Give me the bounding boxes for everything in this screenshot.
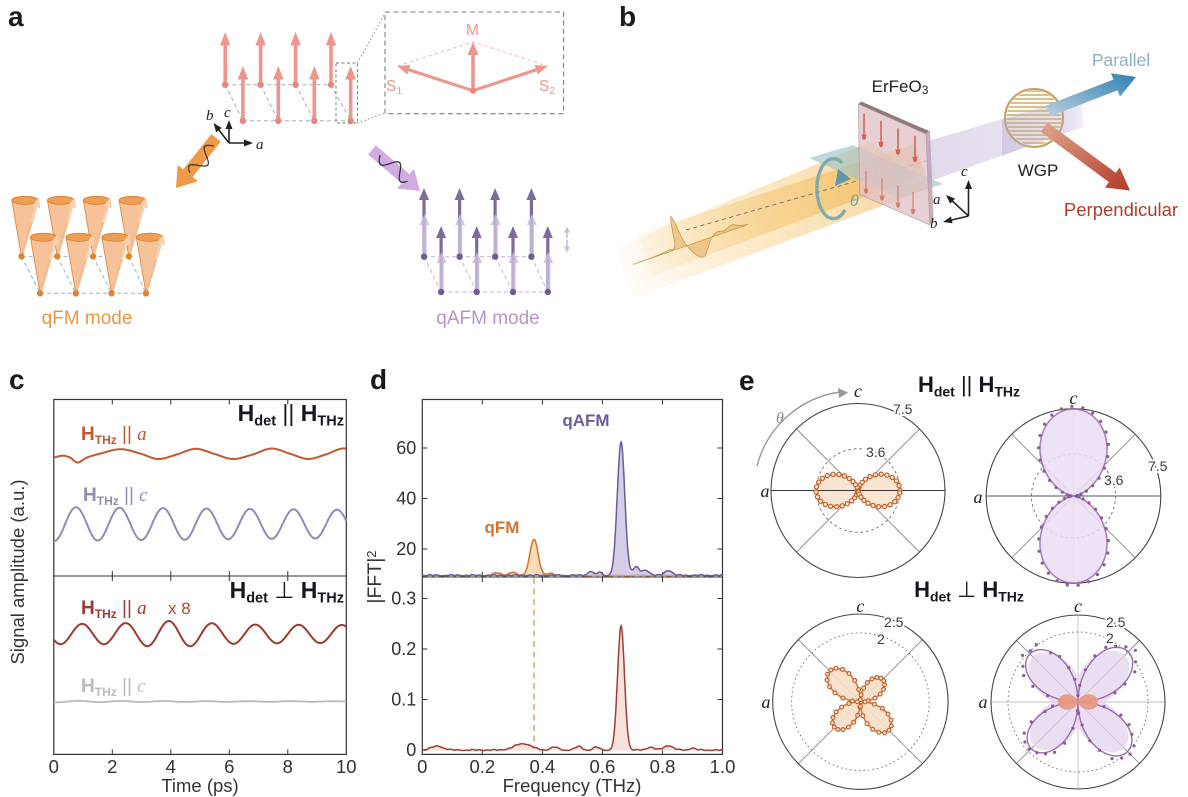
svg-text:Frequency (THz): Frequency (THz) [503, 775, 642, 796]
svg-text:a: a [761, 481, 770, 501]
svg-text:c: c [1074, 596, 1082, 616]
svg-text:60: 60 [396, 438, 416, 458]
svg-text:20: 20 [396, 539, 416, 559]
svg-text:a: a [8, 1, 24, 32]
svg-text:a: a [256, 137, 264, 153]
svg-text:x 8: x 8 [168, 599, 191, 618]
svg-text:Time (ps): Time (ps) [161, 775, 238, 796]
svg-text:a: a [933, 192, 941, 208]
svg-text:|FFT|2: |FFT|2 [364, 550, 386, 603]
svg-text:0.6: 0.6 [590, 756, 616, 777]
svg-text:c: c [9, 364, 25, 395]
svg-text:0: 0 [417, 756, 427, 777]
svg-text:M: M [466, 22, 479, 39]
svg-text:WGP: WGP [1018, 161, 1059, 180]
svg-text:b: b [619, 1, 636, 32]
svg-text:c: c [854, 381, 862, 401]
svg-text:Parallel: Parallel [1092, 50, 1150, 70]
svg-text:0.8: 0.8 [650, 756, 676, 777]
svg-text:0.1: 0.1 [391, 690, 416, 710]
svg-text:2.5: 2.5 [884, 614, 904, 630]
svg-text:0.2: 0.2 [469, 756, 495, 777]
svg-text:Perpendicular: Perpendicular [1064, 199, 1178, 220]
svg-text:0.3: 0.3 [391, 589, 416, 609]
svg-text:qAFM: qAFM [562, 411, 609, 430]
svg-text:2: 2 [107, 756, 117, 777]
svg-text:a: a [979, 692, 988, 712]
svg-text:e: e [739, 365, 755, 396]
svg-text:d: d [370, 364, 387, 395]
svg-text:c: c [1070, 388, 1078, 408]
svg-text:2: 2 [1106, 630, 1114, 646]
svg-text:θ: θ [776, 410, 784, 427]
svg-text:10: 10 [336, 756, 357, 777]
svg-text:qFM: qFM [485, 518, 520, 537]
svg-text:ErFeO3: ErFeO3 [872, 77, 929, 97]
svg-text:Signal amplitude (a.u.): Signal amplitude (a.u.) [7, 479, 28, 664]
svg-text:1.0: 1.0 [710, 756, 736, 777]
svg-text:3.6: 3.6 [1104, 472, 1124, 488]
svg-text:7.5: 7.5 [1148, 458, 1168, 474]
svg-text:6: 6 [224, 756, 234, 777]
svg-text:a: a [974, 487, 983, 507]
svg-text:a: a [762, 692, 771, 712]
svg-text:c: c [961, 164, 968, 180]
svg-text:2: 2 [877, 631, 885, 647]
svg-text:40: 40 [396, 489, 416, 509]
svg-text:0: 0 [406, 740, 416, 760]
svg-text:qAFM mode: qAFM mode [436, 308, 539, 329]
svg-text:b: b [930, 216, 938, 232]
svg-text:θ: θ [850, 193, 859, 210]
svg-text:c: c [224, 105, 231, 121]
svg-text:0: 0 [49, 756, 59, 777]
svg-text:2.5: 2.5 [1106, 614, 1126, 630]
svg-text:0.4: 0.4 [530, 756, 556, 777]
svg-text:c: c [856, 596, 864, 616]
svg-text:HTHz || c: HTHz || c [83, 485, 148, 508]
svg-text:qFM mode: qFM mode [42, 308, 133, 329]
svg-text:0.2: 0.2 [391, 639, 416, 659]
svg-text:b: b [206, 108, 214, 124]
svg-text:7.5: 7.5 [893, 401, 913, 417]
svg-text:8: 8 [283, 756, 293, 777]
svg-text:3.6: 3.6 [866, 444, 886, 460]
svg-text:4: 4 [166, 756, 176, 777]
